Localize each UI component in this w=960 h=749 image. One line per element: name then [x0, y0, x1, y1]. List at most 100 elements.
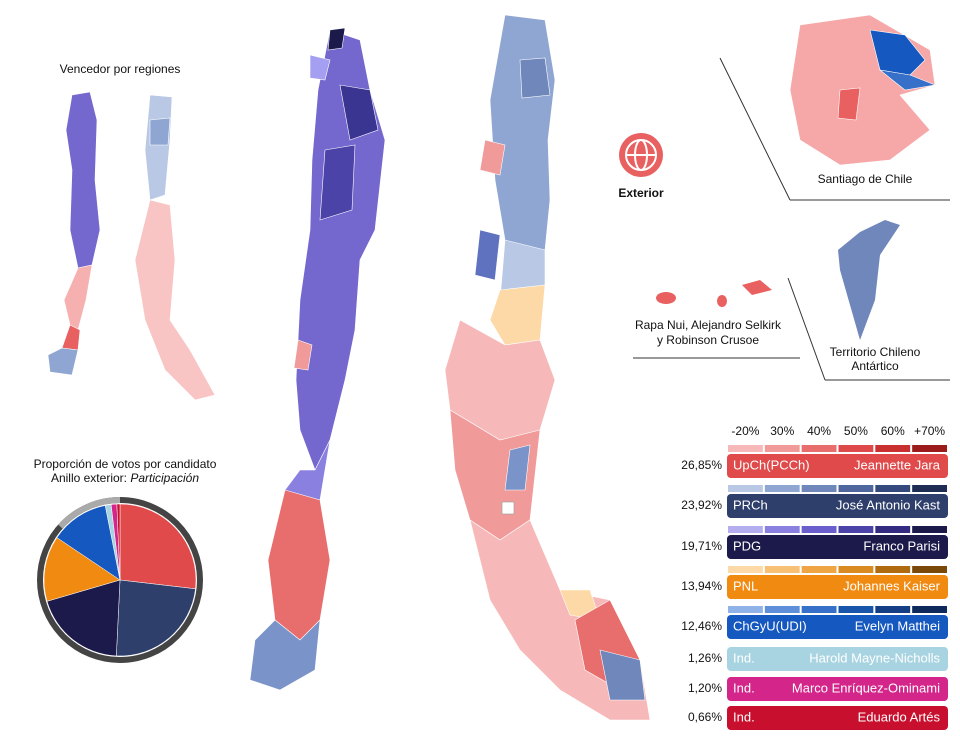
scale-swatch [764, 566, 800, 573]
santiago-label: Santiago de Chile [818, 172, 913, 186]
scale-label: 40% [807, 424, 831, 438]
scale-swatch [728, 606, 763, 613]
scale-swatch [801, 485, 837, 492]
candidate-bar [727, 706, 948, 730]
candidate-name: Harold Mayne-Nicholls [809, 650, 940, 665]
scale-swatch [838, 526, 874, 533]
pie [43, 503, 197, 657]
candidate-name: José Antonio Kast [836, 497, 940, 512]
scale-swatch [912, 485, 947, 492]
antarctic-label: Territorio Chileno [830, 345, 921, 359]
candidate-bar [727, 677, 948, 701]
pie-slice [46, 579, 121, 657]
candidate-row: 12,46% ChGyU(UDI) Evelyn Matthei [681, 615, 948, 639]
pie-subtitle: Anillo exterior: Participación [51, 471, 199, 485]
antarctic-inset [838, 220, 900, 340]
scale-label: 60% [881, 424, 905, 438]
scale-swatch [875, 606, 911, 613]
candidate-party: Ind. [733, 650, 755, 665]
candidate-share: 1,20% [688, 681, 722, 695]
vote-share-map [444, 14, 651, 721]
santiago-inset [789, 14, 937, 166]
scale-swatch [912, 566, 947, 573]
scale-swatch [764, 445, 800, 452]
pie-slice [119, 503, 197, 590]
scale-swatch [912, 526, 947, 533]
candidate-bar [727, 535, 948, 559]
scale-swatch [875, 566, 911, 573]
candidate-party: ChGyU(UDI) [733, 618, 807, 633]
candidate-party: PNL [733, 578, 758, 593]
scale-swatch [728, 526, 763, 533]
candidate-row: 23,92% PRCh José Antonio Kast [681, 494, 948, 518]
candidate-name: Eduardo Artés [858, 709, 941, 724]
candidate-name: Jeannette Jara [854, 457, 941, 472]
scale-swatch [801, 606, 837, 613]
scale-swatch [875, 485, 911, 492]
candidate-bar [727, 454, 948, 478]
scale-swatch [764, 606, 800, 613]
scale-swatch [838, 566, 874, 573]
islands-label: Rapa Nui, Alejandro Selkirk [635, 318, 782, 332]
region-map [47, 91, 216, 401]
candidate-share: 19,71% [681, 539, 722, 553]
candidate-row: 13,94% PNL Johannes Kaiser [681, 575, 948, 599]
scale-swatch [912, 445, 947, 452]
candidate-name: Marco Enríquez-Ominami [792, 680, 940, 695]
regions-title: Vencedor por regiones [60, 62, 181, 76]
candidate-party: PDG [733, 538, 761, 553]
candidate-share: 23,92% [681, 498, 722, 512]
candidate-bar [727, 647, 948, 671]
scale-swatch [875, 445, 911, 452]
candidate-party: Ind. [733, 709, 755, 724]
winner-map [249, 27, 386, 691]
candidate-row: 0,66% Ind. Eduardo Artés [688, 706, 948, 730]
pie-slice [56, 505, 121, 581]
candidate-party: UpCh(PCCh) [733, 457, 810, 472]
islands-inset [656, 280, 772, 307]
candidate-name: Franco Parisi [863, 538, 940, 553]
candidate-name: Evelyn Matthei [855, 618, 940, 633]
candidate-row: 19,71% PDG Franco Parisi [681, 535, 948, 559]
scale-swatch [838, 445, 874, 452]
antarctic-label: Antártico [851, 359, 899, 373]
scale-swatch [764, 485, 800, 492]
participation-ring [37, 497, 203, 663]
scale-swatch [838, 485, 874, 492]
candidate-share: 26,85% [681, 458, 722, 472]
pie-slice [43, 537, 121, 602]
candidate-bar [727, 575, 948, 599]
candidate-row: 1,26% Ind. Harold Mayne-Nicholls [688, 647, 948, 671]
scale-swatch [801, 566, 837, 573]
legend: -20% 30% 40% 50% 60% +70% 26,85% UpCh(PCCh) Jean… [681, 424, 948, 730]
scale-swatch [764, 526, 800, 533]
exterior-icon [619, 133, 663, 177]
candidate-party: Ind. [733, 680, 755, 695]
candidate-share: 12,46% [681, 619, 722, 633]
candidate-bar [727, 615, 948, 639]
scale-swatch [728, 566, 763, 573]
scale-label: +70% [914, 424, 945, 438]
scale-label: -20% [731, 424, 759, 438]
candidate-bar [727, 494, 948, 518]
candidate-row: 26,85% UpCh(PCCh) Jeannette Jara [681, 454, 948, 478]
islands-label: y Robinson Crusoe [657, 333, 759, 347]
exterior-label: Exterior [618, 186, 664, 200]
candidate-row: 1,20% Ind. Marco Enríquez-Ominami [688, 677, 948, 701]
scale-label: 30% [770, 424, 794, 438]
pie-slice [116, 579, 196, 657]
candidate-name: Johannes Kaiser [843, 578, 941, 593]
candidate-share: 1,26% [688, 651, 722, 665]
scale-swatch [728, 445, 763, 452]
scale-label: 50% [844, 424, 868, 438]
scale-swatch [728, 485, 763, 492]
pie-subtitle-italic: Participación [130, 471, 199, 485]
pie-subtitle-text: Anillo exterior: [51, 471, 130, 485]
scale-swatch [875, 526, 911, 533]
candidate-share: 0,66% [688, 710, 722, 724]
scale-swatch [838, 606, 874, 613]
scale-swatch [912, 606, 947, 613]
scale-swatch [801, 445, 837, 452]
candidate-share: 13,94% [681, 579, 722, 593]
